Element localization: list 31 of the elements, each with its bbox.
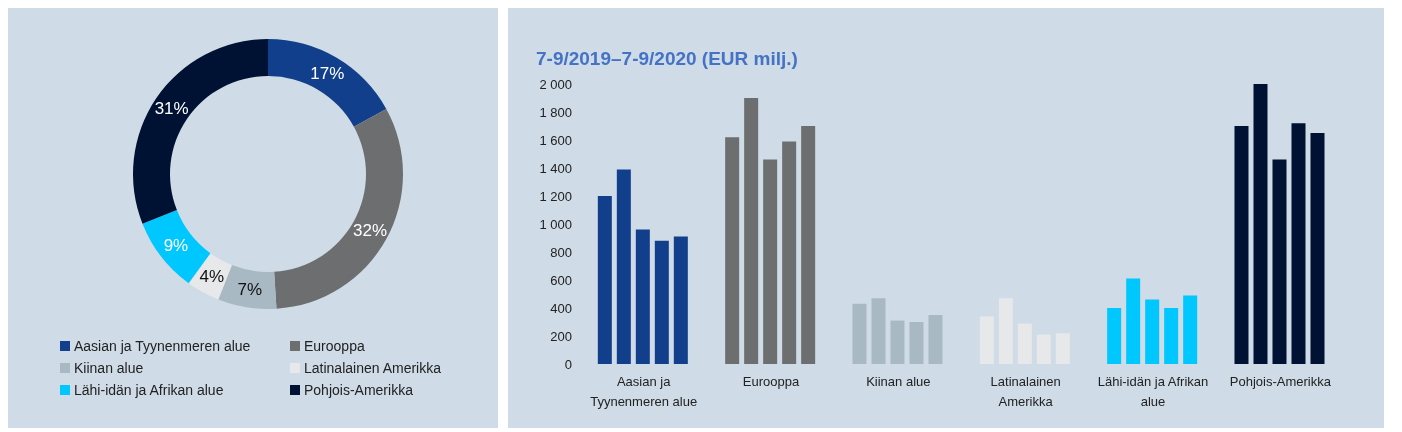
y-tick-label: 600	[550, 272, 572, 288]
data-label: 4%	[199, 266, 225, 286]
y-tick-label: 400	[550, 300, 572, 316]
y-tick-label: 1 600	[539, 132, 572, 148]
x-tick-label: Aasian ja Tyynenmeren alue	[590, 374, 698, 409]
y-tick-label: 1 000	[539, 216, 572, 232]
y-tick-label: 1 800	[539, 104, 572, 120]
data-label: 17%	[310, 64, 345, 84]
y-tick-label: 0	[564, 356, 572, 372]
legend-label: Aasian ja Tyynenmeren alue	[74, 338, 251, 354]
y-tick-label: 1 200	[539, 188, 572, 204]
x-tick-label: Latinalainen Amerikka	[990, 374, 1061, 409]
y-tick-label: 1 400	[539, 160, 572, 176]
data-label: 9%	[163, 235, 189, 255]
y-tick-label: 200	[550, 328, 572, 344]
legend-label: Latinalainen Amerikka	[304, 360, 441, 376]
y-tick-label: 800	[550, 244, 572, 260]
data-label: 32%	[353, 220, 388, 240]
data-label: 7%	[237, 279, 263, 299]
legend-label: Kiinan alue	[74, 360, 144, 376]
donut-slice	[268, 39, 387, 127]
y-tick-label: 2 000	[539, 76, 572, 92]
legend-label: Eurooppa	[304, 338, 365, 354]
x-tick-label: Kiinan alue	[866, 374, 931, 389]
x-tick-label: Eurooppa	[742, 374, 800, 389]
donut-slice	[133, 39, 268, 224]
x-tick-label: Lähi-idän ja Afrikan alue	[1097, 374, 1209, 409]
chart-title: 7-9/2019–7-9/2020 (EUR milj.)	[536, 48, 798, 70]
donut-slice	[274, 108, 403, 309]
x-tick-label: Pohjois-Amerikka	[1229, 374, 1332, 389]
data-label: 31%	[154, 99, 189, 119]
